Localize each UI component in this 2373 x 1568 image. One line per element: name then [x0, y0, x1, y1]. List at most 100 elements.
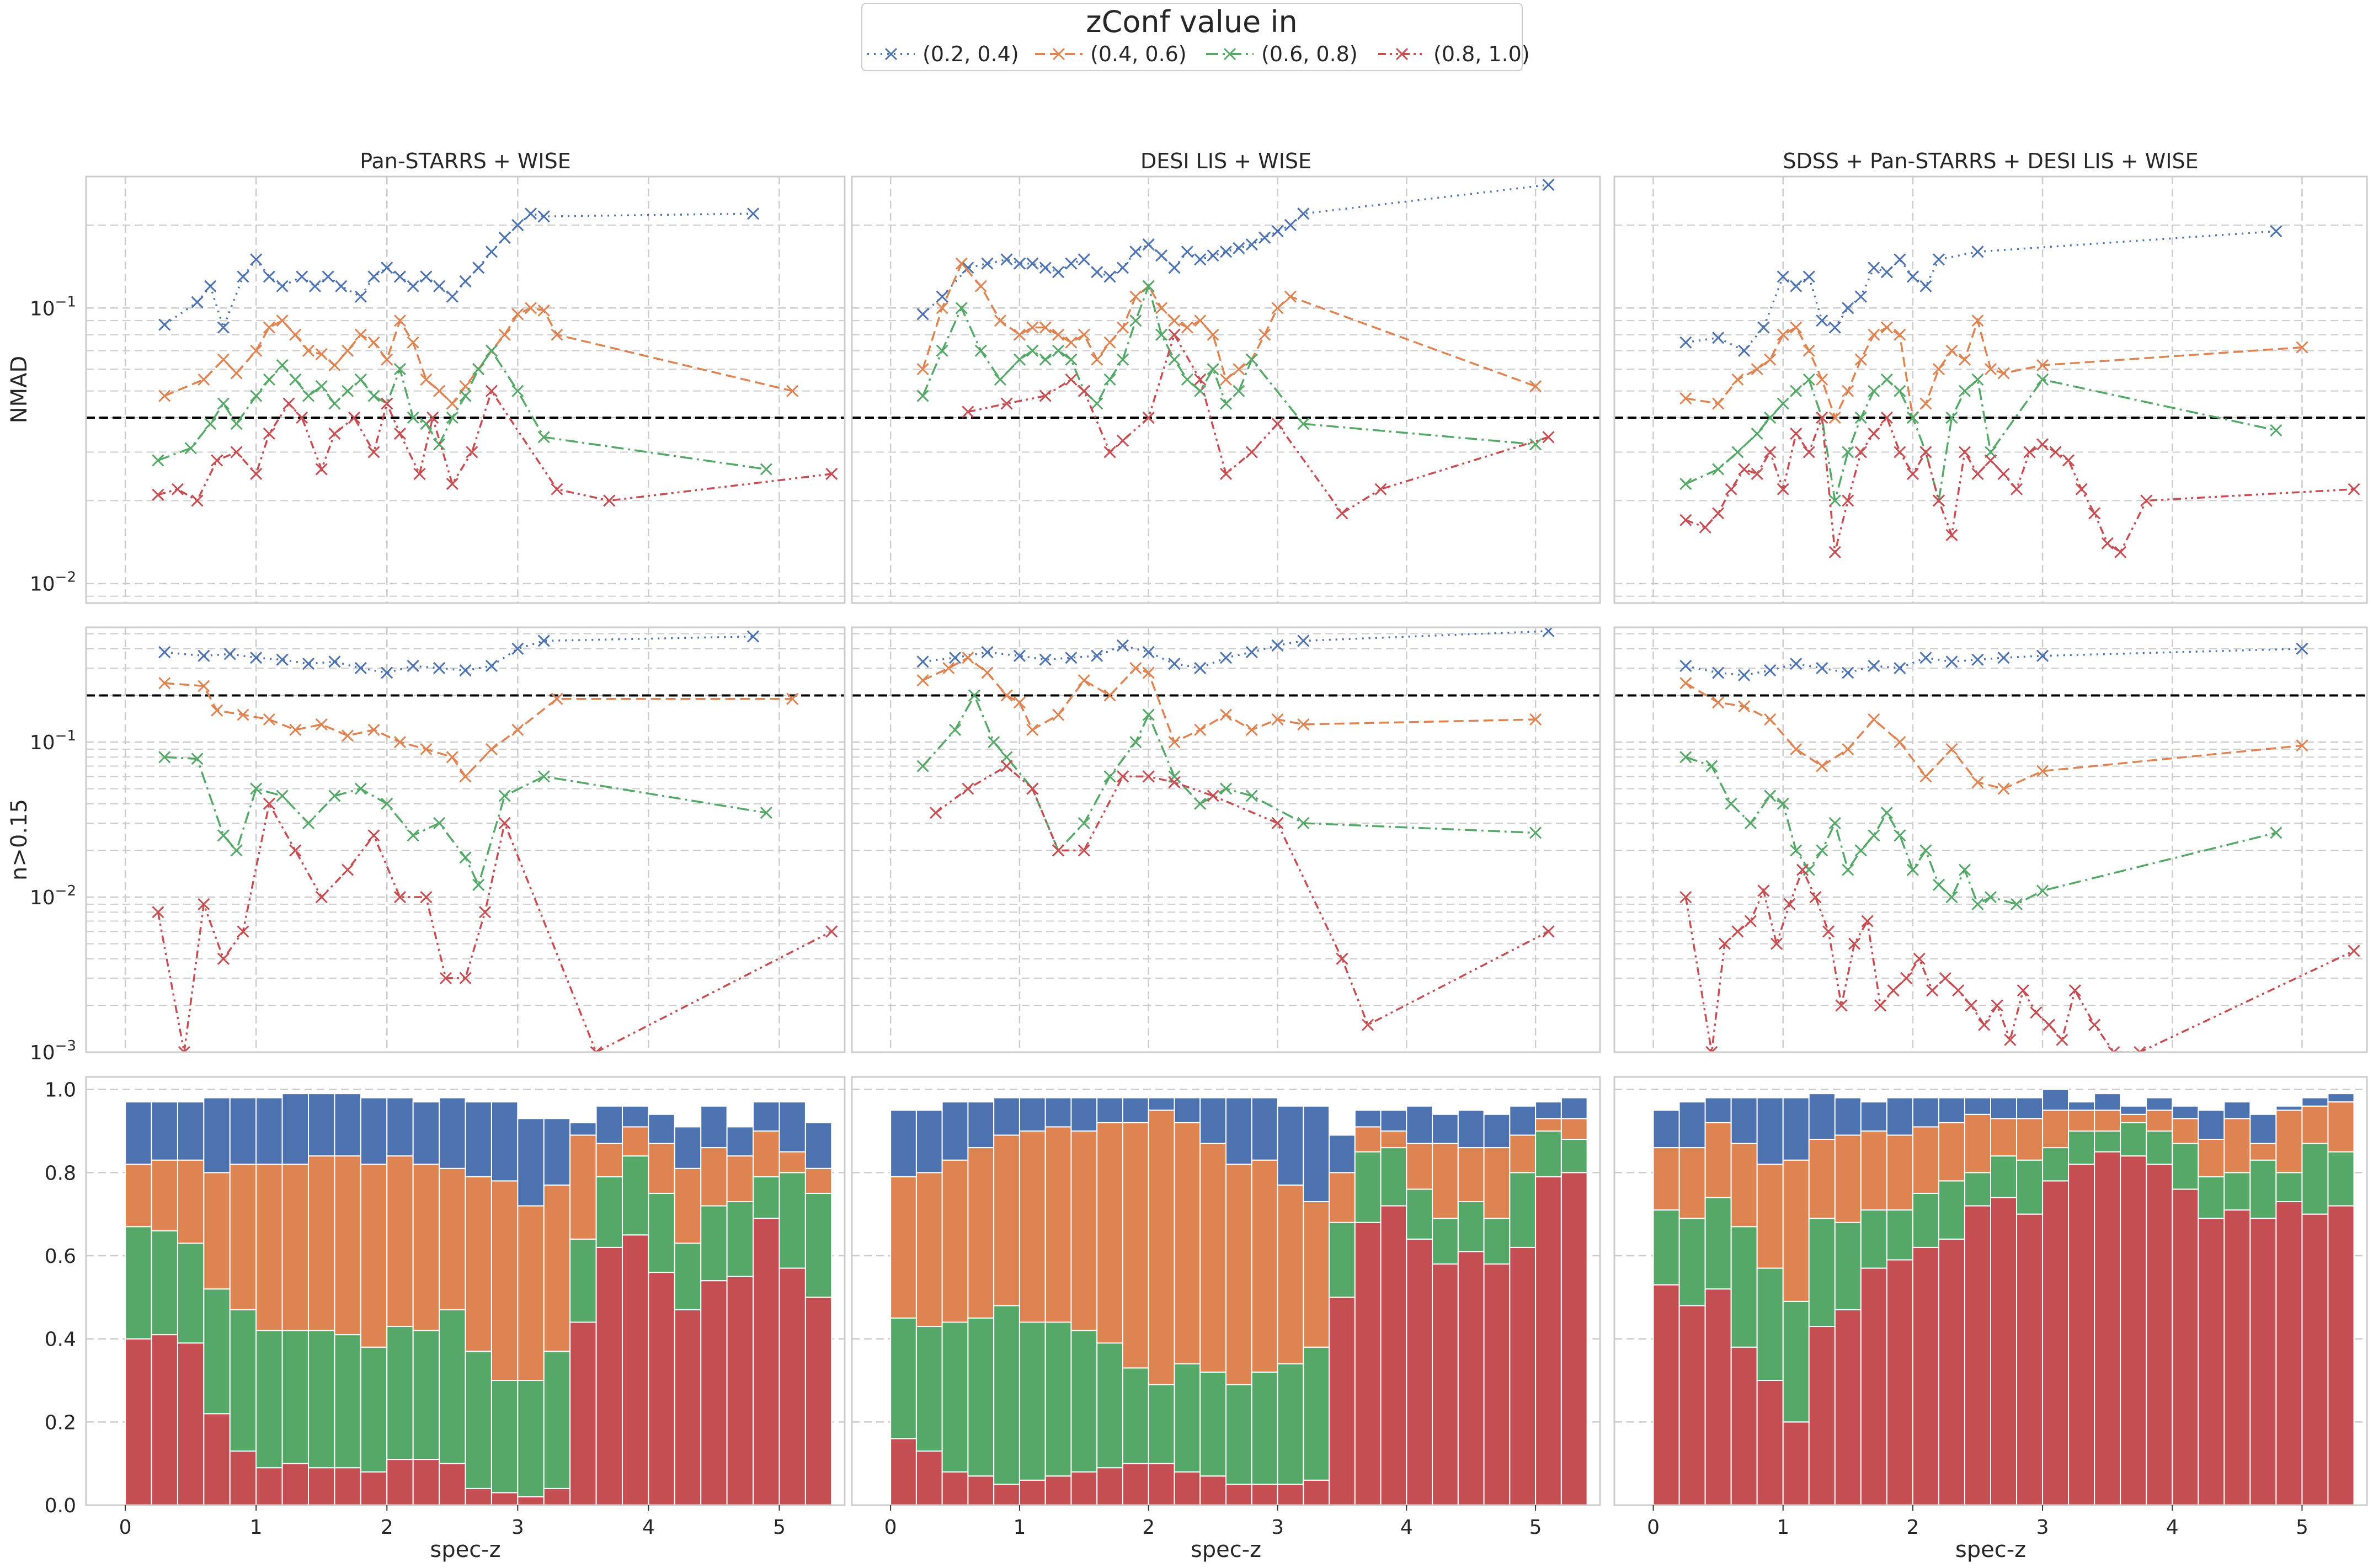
- data-point: [1880, 807, 1893, 819]
- bar-segment: [1560, 1118, 1588, 1140]
- data-point: [1103, 689, 1116, 702]
- bar-segment: [543, 1487, 571, 1506]
- data-point: [1919, 844, 1932, 857]
- bar-segment: [2042, 1110, 2070, 1149]
- data-point: [511, 308, 524, 321]
- bar-segment: [1148, 1097, 1175, 1111]
- data-point: [1790, 844, 1803, 857]
- data-point: [393, 890, 407, 904]
- bar-segment: [1886, 1209, 1913, 1261]
- bar-segment: [1070, 1471, 1098, 1506]
- data-point: [537, 210, 550, 223]
- data-point: [1803, 270, 1815, 283]
- bar-segment: [1457, 1201, 1485, 1252]
- data-point: [1168, 314, 1181, 327]
- bar-segment: [1938, 1180, 1965, 1240]
- x-tick-label: 4: [642, 1516, 655, 1539]
- legend-marker: [1052, 47, 1065, 61]
- bar-segment: [1199, 1097, 1227, 1144]
- data-point: [276, 790, 289, 802]
- data-point: [342, 863, 354, 876]
- bar-segment: [2120, 1122, 2147, 1157]
- data-point: [237, 708, 249, 721]
- data-point: [1828, 546, 1841, 558]
- bar-segment: [1329, 1222, 1356, 1298]
- bar-segment: [1096, 1122, 1123, 1344]
- data-point: [825, 925, 838, 938]
- data-point: [1854, 290, 1867, 303]
- data-point: [1971, 246, 1984, 258]
- bar-segment: [2301, 1097, 2329, 1107]
- bar-segment: [1938, 1097, 1965, 1123]
- bar-segment: [1070, 1330, 1098, 1473]
- y-tick-label: 0.6: [45, 1245, 76, 1268]
- bar-segment: [1964, 1113, 1992, 1174]
- bar-segment: [177, 1242, 205, 1344]
- data-point: [1233, 363, 1245, 376]
- data-point: [2075, 483, 2088, 495]
- data-point: [1000, 253, 1013, 266]
- bar-segment: [490, 1492, 519, 1506]
- bar-segment: [151, 1334, 178, 1506]
- data-point: [760, 807, 772, 819]
- legend-label: (0.8, 1.0): [1433, 42, 1530, 66]
- data-point: [282, 397, 295, 410]
- data-point: [1744, 915, 1757, 927]
- bar-segment: [2068, 1101, 2095, 1111]
- bar-segment: [1406, 1188, 1433, 1240]
- data-point: [1790, 280, 1803, 292]
- data-point: [786, 692, 799, 705]
- x-tick-label: 0: [119, 1516, 132, 1539]
- data-point: [1731, 925, 1744, 938]
- data-point: [1738, 344, 1751, 357]
- data-point: [1219, 708, 1233, 721]
- bar-segment: [1560, 1172, 1588, 1506]
- data-point: [1919, 770, 1932, 783]
- bar-segment: [1329, 1297, 1356, 1506]
- bar-segment: [2301, 1213, 2329, 1506]
- data-point: [1764, 411, 1777, 424]
- y-tick-label: 10−3: [30, 1038, 76, 1064]
- data-point: [250, 782, 263, 795]
- data-point: [184, 442, 197, 455]
- bar-segment: [1096, 1342, 1123, 1469]
- data-point: [1932, 494, 1945, 507]
- data-point: [367, 446, 380, 458]
- bar-segment: [2146, 1110, 2173, 1132]
- series-line: [921, 262, 1536, 387]
- data-point: [1245, 723, 1258, 736]
- data-point: [263, 427, 275, 440]
- data-point: [1039, 262, 1052, 274]
- data-point: [1764, 790, 1777, 802]
- data-point: [1181, 321, 1193, 334]
- data-point: [511, 723, 524, 736]
- data-point: [354, 290, 367, 303]
- bar-segment: [1964, 1205, 1992, 1506]
- bar-segment: [1860, 1130, 1887, 1211]
- bar-segment: [778, 1151, 806, 1174]
- data-point: [1000, 751, 1013, 764]
- bar-segment: [1122, 1122, 1149, 1369]
- data-point: [1297, 418, 1310, 430]
- data-point: [485, 659, 498, 673]
- data-point: [1091, 397, 1103, 410]
- data-point: [1790, 321, 1803, 334]
- data-point: [1777, 397, 1789, 410]
- data-point: [1842, 494, 1854, 507]
- bar-segment: [726, 1201, 754, 1277]
- data-point: [433, 280, 446, 292]
- data-point: [1958, 353, 1971, 366]
- data-point: [2270, 826, 2283, 839]
- bar-segment: [281, 1164, 310, 1331]
- data-point: [485, 743, 498, 755]
- data-point: [328, 427, 341, 440]
- bar-segment: [2172, 1143, 2199, 1190]
- bar-segment: [1860, 1267, 1887, 1506]
- bar-segment: [1406, 1105, 1433, 1144]
- data-point: [446, 397, 458, 410]
- bar-segment: [726, 1276, 754, 1506]
- data-point: [1542, 925, 1555, 938]
- bar-segment: [569, 1238, 597, 1323]
- bar-segment: [778, 1267, 806, 1506]
- data-point: [1207, 249, 1219, 262]
